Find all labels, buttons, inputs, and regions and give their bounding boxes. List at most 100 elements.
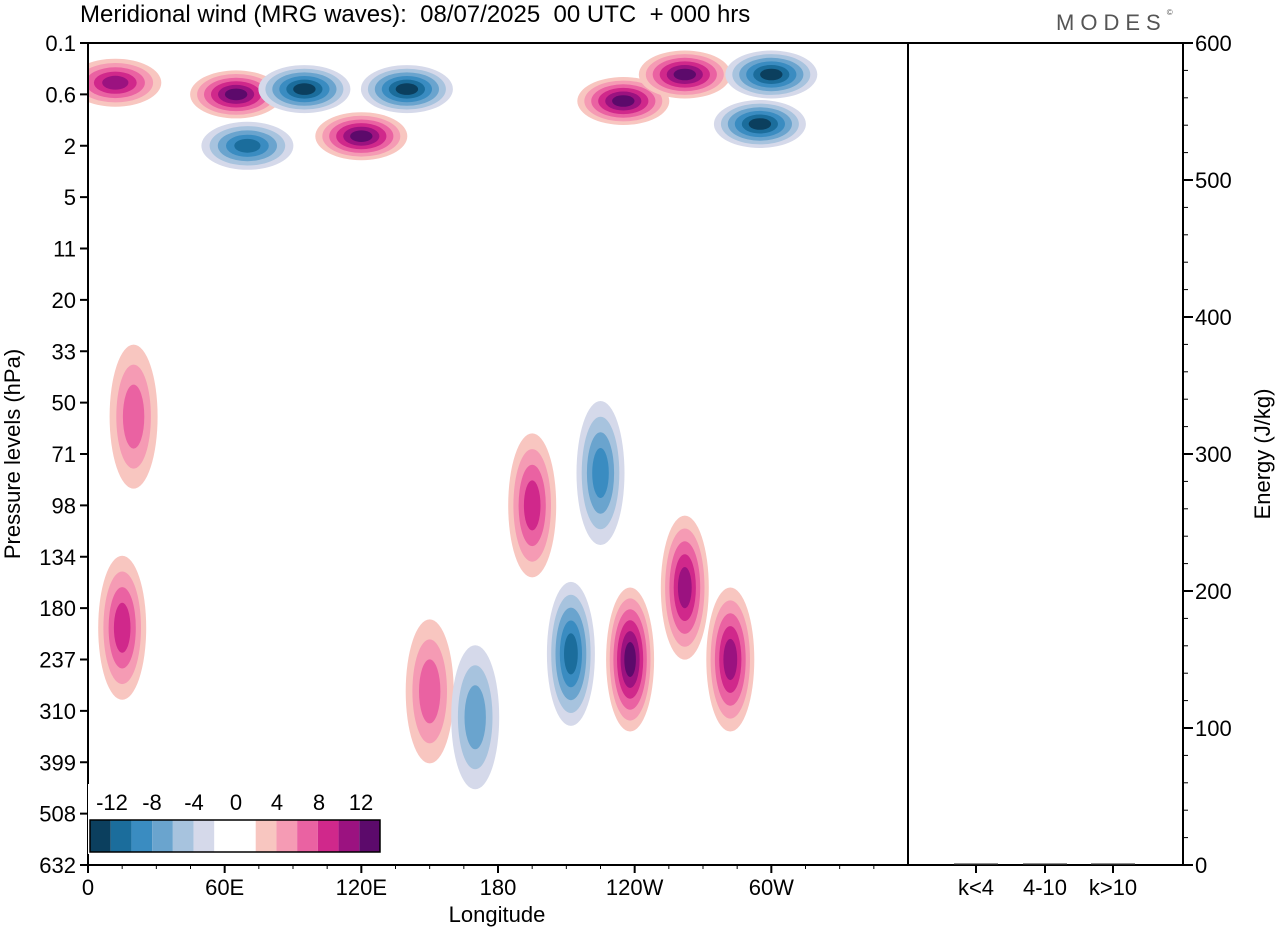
y-tick-label: 71	[52, 442, 76, 467]
x-tick-label: 60E	[205, 875, 244, 900]
contour-band	[523, 480, 541, 531]
field-feature	[451, 645, 500, 790]
bar-panel-frame	[907, 42, 1184, 866]
y-axis-label: Pressure levels (hPa)	[0, 349, 25, 559]
colorbar-label: 12	[349, 790, 373, 815]
colorbar-label: -12	[96, 790, 128, 815]
energy-tick-label: 600	[1195, 31, 1232, 56]
contour-band	[748, 118, 772, 130]
contour-band	[564, 633, 578, 675]
colorbar-cell	[152, 820, 173, 852]
field-feature	[201, 121, 294, 170]
field-feature	[190, 70, 283, 119]
y-tick-label: 399	[39, 750, 76, 775]
colorbar-cell	[235, 820, 256, 852]
colorbar-cell	[214, 820, 235, 852]
colorbar-cell	[172, 820, 194, 852]
contour-band	[612, 95, 635, 107]
energy-bar	[1023, 863, 1067, 865]
energy-axis-label: Energy (J/kg)	[1250, 389, 1275, 520]
contour-band	[464, 685, 486, 750]
contour-band	[395, 83, 419, 95]
contour-band	[102, 75, 129, 90]
y-tick-label: 180	[39, 596, 76, 621]
x-tick-label: 0	[82, 875, 94, 900]
contour-band	[113, 602, 131, 653]
x-axis: 0 60E 120E 180 120W 60W	[82, 865, 875, 900]
field-feature	[360, 65, 453, 114]
y-tick-label: 11	[53, 237, 76, 262]
colorbar-cell	[297, 820, 318, 852]
energy-bar	[1091, 863, 1135, 865]
colorbar-cell	[131, 820, 153, 852]
field-feature	[98, 555, 147, 700]
colorbar-frame	[89, 819, 381, 853]
y-tick-label: 20	[52, 288, 76, 313]
y-tick-label: 632	[39, 853, 76, 878]
heatmap-field	[88, 50, 818, 790]
colorbar-cell	[359, 820, 380, 852]
heatmap-frame	[87, 42, 909, 866]
energy-tick-label: 300	[1195, 442, 1232, 467]
colorbar-label: -4	[184, 790, 204, 815]
y-tick-label: 508	[39, 802, 76, 827]
contour-band	[677, 567, 692, 609]
colorbar-cell	[110, 820, 132, 852]
contour-band	[723, 638, 738, 681]
contour-band	[224, 88, 248, 101]
x-tick-label: 120W	[606, 875, 664, 900]
colorbar-label: 8	[313, 790, 325, 815]
colorbar-cell	[338, 820, 360, 852]
y-tick-label: 237	[39, 648, 76, 673]
contour-band	[624, 642, 636, 677]
field-feature	[660, 515, 709, 660]
colorbar-cell	[317, 820, 339, 852]
colorbar-cell	[276, 820, 298, 852]
energy-axis: 0 100 200 300 400 500 600	[1183, 31, 1232, 878]
energy-tick-label: 100	[1195, 716, 1232, 741]
colorbar-label: 0	[230, 790, 242, 815]
field-feature	[405, 619, 454, 764]
y-tick-label: 50	[52, 391, 76, 416]
contour-band	[760, 68, 783, 81]
field-feature	[638, 50, 731, 99]
energy-tick-label: 400	[1195, 305, 1232, 330]
brand-logo: MODES©	[1056, 8, 1173, 35]
field-feature	[713, 100, 806, 148]
field-feature	[258, 65, 351, 114]
contour-band	[234, 138, 261, 153]
bar-category-label: 4-10	[1023, 875, 1067, 900]
field-feature	[109, 344, 158, 489]
field-feature	[508, 433, 557, 578]
colorbar-cell	[193, 820, 215, 852]
colorbar: -12 -8 -4 0 4 8 12	[88, 784, 407, 854]
contour-band	[592, 448, 609, 498]
bar-category-label: k<4	[958, 875, 994, 900]
field-feature	[577, 77, 670, 125]
y-tick-label: 310	[39, 699, 76, 724]
x-tick-label: 180	[480, 875, 517, 900]
contour-band	[673, 68, 696, 81]
field-feature	[606, 587, 655, 732]
energy-tick-label: 0	[1195, 853, 1207, 878]
y-tick-label: 98	[52, 493, 76, 518]
y-tick-label: 0.1	[45, 31, 76, 56]
bar-category-label: k>10	[1089, 875, 1137, 900]
y-tick-label: 2	[64, 134, 76, 159]
energy-tick-label: 200	[1195, 579, 1232, 604]
contour-band	[122, 384, 145, 449]
energy-tick-label: 500	[1195, 168, 1232, 193]
contour-band	[293, 83, 316, 95]
contour-band	[419, 659, 441, 724]
y-tick-label: 134	[39, 545, 76, 570]
field-feature	[546, 581, 595, 726]
colorbar-cell	[255, 820, 277, 852]
x-tick-label: 120E	[336, 875, 387, 900]
y-tick-label: 5	[64, 185, 76, 210]
chart-title: Meridional wind (MRG waves): 08/07/2025 …	[80, 1, 751, 28]
contour-band	[350, 130, 373, 142]
y-tick-label: 0.6	[45, 82, 76, 107]
y-axis: 0.1 0.6 2 5 11 20 33 50 71 98 134 180 237 310 399 508 63…	[39, 31, 88, 878]
field-feature	[88, 58, 162, 107]
